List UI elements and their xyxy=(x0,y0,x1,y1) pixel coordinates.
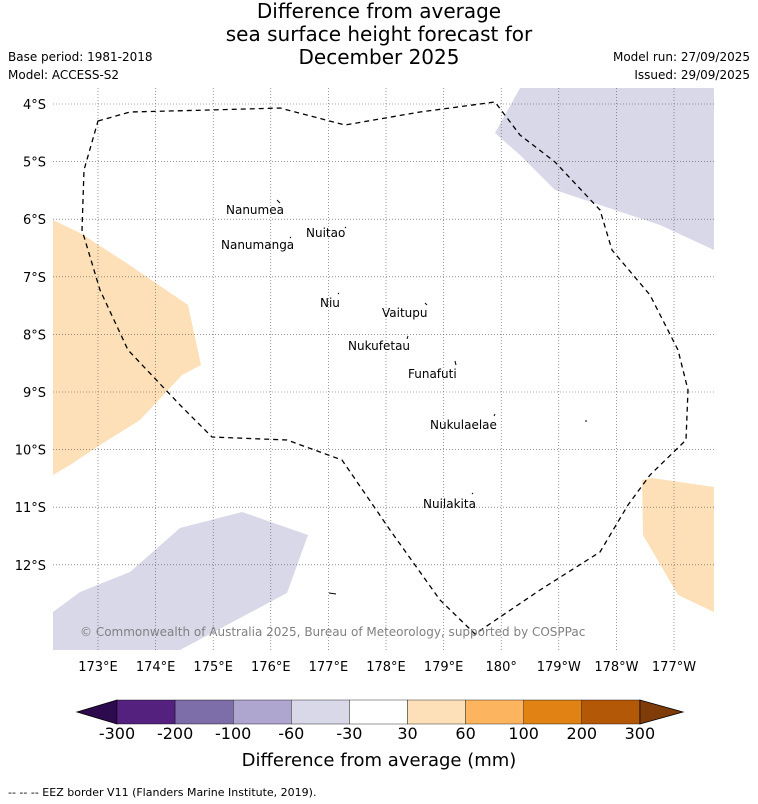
island-niu: Niu xyxy=(320,296,340,310)
marker-nanumanga xyxy=(289,236,292,239)
colorbar-tick: 300 xyxy=(624,724,656,743)
island-nanumanga: Nanumanga xyxy=(221,238,294,252)
lat-label: 4°S xyxy=(23,98,46,113)
title-line-3: December 2025 xyxy=(298,45,460,69)
island-nuitao: Nuitao xyxy=(306,226,345,240)
colorbar-title: Difference from average (mm) xyxy=(241,750,517,771)
colorbar-tick: -30 xyxy=(336,724,363,743)
copyright-notice: © Commonwealth of Australia 2025, Bureau… xyxy=(80,625,585,639)
issued-date: Issued: 29/09/2025 xyxy=(634,68,750,82)
island-vaitupu: Vaitupu xyxy=(382,306,428,320)
lat-label: 12°S xyxy=(15,559,46,574)
lon-label: 176°E xyxy=(251,660,291,675)
marker-nukulaelae xyxy=(493,413,496,417)
lon-label: 173°E xyxy=(78,660,118,675)
island-nanumea: Nanumea xyxy=(226,203,284,217)
graticule xyxy=(53,88,714,650)
colorbar-segment xyxy=(465,699,524,725)
title-line-1: Difference from average xyxy=(256,0,502,23)
colorbar-segment xyxy=(291,699,350,725)
marker-nuilakita xyxy=(471,492,474,495)
colorbar-segment xyxy=(349,699,408,725)
lat-label: 6°S xyxy=(23,213,46,228)
lon-label: 179°E xyxy=(424,660,464,675)
lon-label: 175°E xyxy=(193,660,233,675)
colorbar xyxy=(75,699,685,725)
colorbar-segment xyxy=(523,699,583,725)
colorbar-tick: 200 xyxy=(566,724,598,743)
map-title: Difference from average sea surface heig… xyxy=(0,0,758,69)
lon-label: 180° xyxy=(486,660,517,675)
model-run: Model run: 27/09/2025 xyxy=(612,50,750,64)
marker-reef xyxy=(328,592,337,595)
marker-nuitao xyxy=(344,226,347,229)
lat-label: 11°S xyxy=(15,501,46,516)
colorbar-tick: -60 xyxy=(278,724,305,743)
lon-label: 174°E xyxy=(136,660,176,675)
base-period: Base period: 1981-2018 xyxy=(8,50,153,64)
lat-label: 7°S xyxy=(23,271,46,286)
lat-label: 10°S xyxy=(15,444,46,459)
colorbar-tick: -300 xyxy=(98,724,136,743)
colorbar-segment xyxy=(581,699,641,725)
lon-label: 177°W xyxy=(652,660,696,675)
lon-label: 179°W xyxy=(537,660,581,675)
marker-nanumea xyxy=(276,199,281,204)
eez-border xyxy=(81,101,689,635)
anomaly-region-se xyxy=(642,478,714,612)
meta-right: Model run: 27/09/2025 Issued: 29/09/2025 xyxy=(613,48,750,84)
model-name: Model: ACCESS-S2 xyxy=(8,68,120,82)
anomaly-region-ne xyxy=(495,88,714,250)
meta-left: Base period: 1981-2018 Model: ACCESS-S2 xyxy=(8,48,153,84)
marker-funafuti xyxy=(454,360,457,366)
lon-label: 177°E xyxy=(309,660,349,675)
lat-label: 9°S xyxy=(23,386,46,401)
colorbar-extend-high xyxy=(639,699,685,725)
marker-niu xyxy=(337,292,340,295)
lon-label: 178°E xyxy=(366,660,406,675)
island-nukulaelae: Nukulaelae xyxy=(430,418,497,432)
island-markers xyxy=(276,199,587,595)
anomaly-region-sw xyxy=(53,512,308,650)
latitude-labels: 4°S 5°S 6°S 7°S 8°S 9°S 10°S 11°S 12°S xyxy=(15,98,46,574)
lat-label: 5°S xyxy=(23,156,46,171)
colorbar-segment xyxy=(116,699,176,725)
colorbar-segment xyxy=(174,699,234,725)
island-nuilakita: Nuilakita xyxy=(423,497,476,511)
colorbar-tick: 60 xyxy=(455,724,476,743)
colorbar-tick: 100 xyxy=(508,724,539,743)
marker-vaitupu xyxy=(424,302,428,306)
lat-label: 8°S xyxy=(23,328,46,343)
colorbar-segment xyxy=(407,699,466,725)
lon-label: 178°W xyxy=(594,660,638,675)
marker-nukufetau xyxy=(406,335,409,340)
colorbar-tick: -100 xyxy=(215,724,252,743)
eez-footnote: -- -- -- EEZ border V11 (Flanders Marine… xyxy=(8,786,317,799)
colorbar-segment xyxy=(232,699,292,725)
island-nukufetau: Nukufetau xyxy=(348,339,410,353)
longitude-labels: 173°E 174°E 175°E 176°E 177°E 178°E 179°E 180° 1… xyxy=(78,660,696,675)
colorbar-tick: -200 xyxy=(156,724,194,743)
island-funafuti: Funafuti xyxy=(408,367,457,381)
colorbar-extend-low xyxy=(75,699,118,725)
title-line-2: sea surface height forecast for xyxy=(225,22,533,46)
colorbar-tick: 30 xyxy=(397,724,418,743)
